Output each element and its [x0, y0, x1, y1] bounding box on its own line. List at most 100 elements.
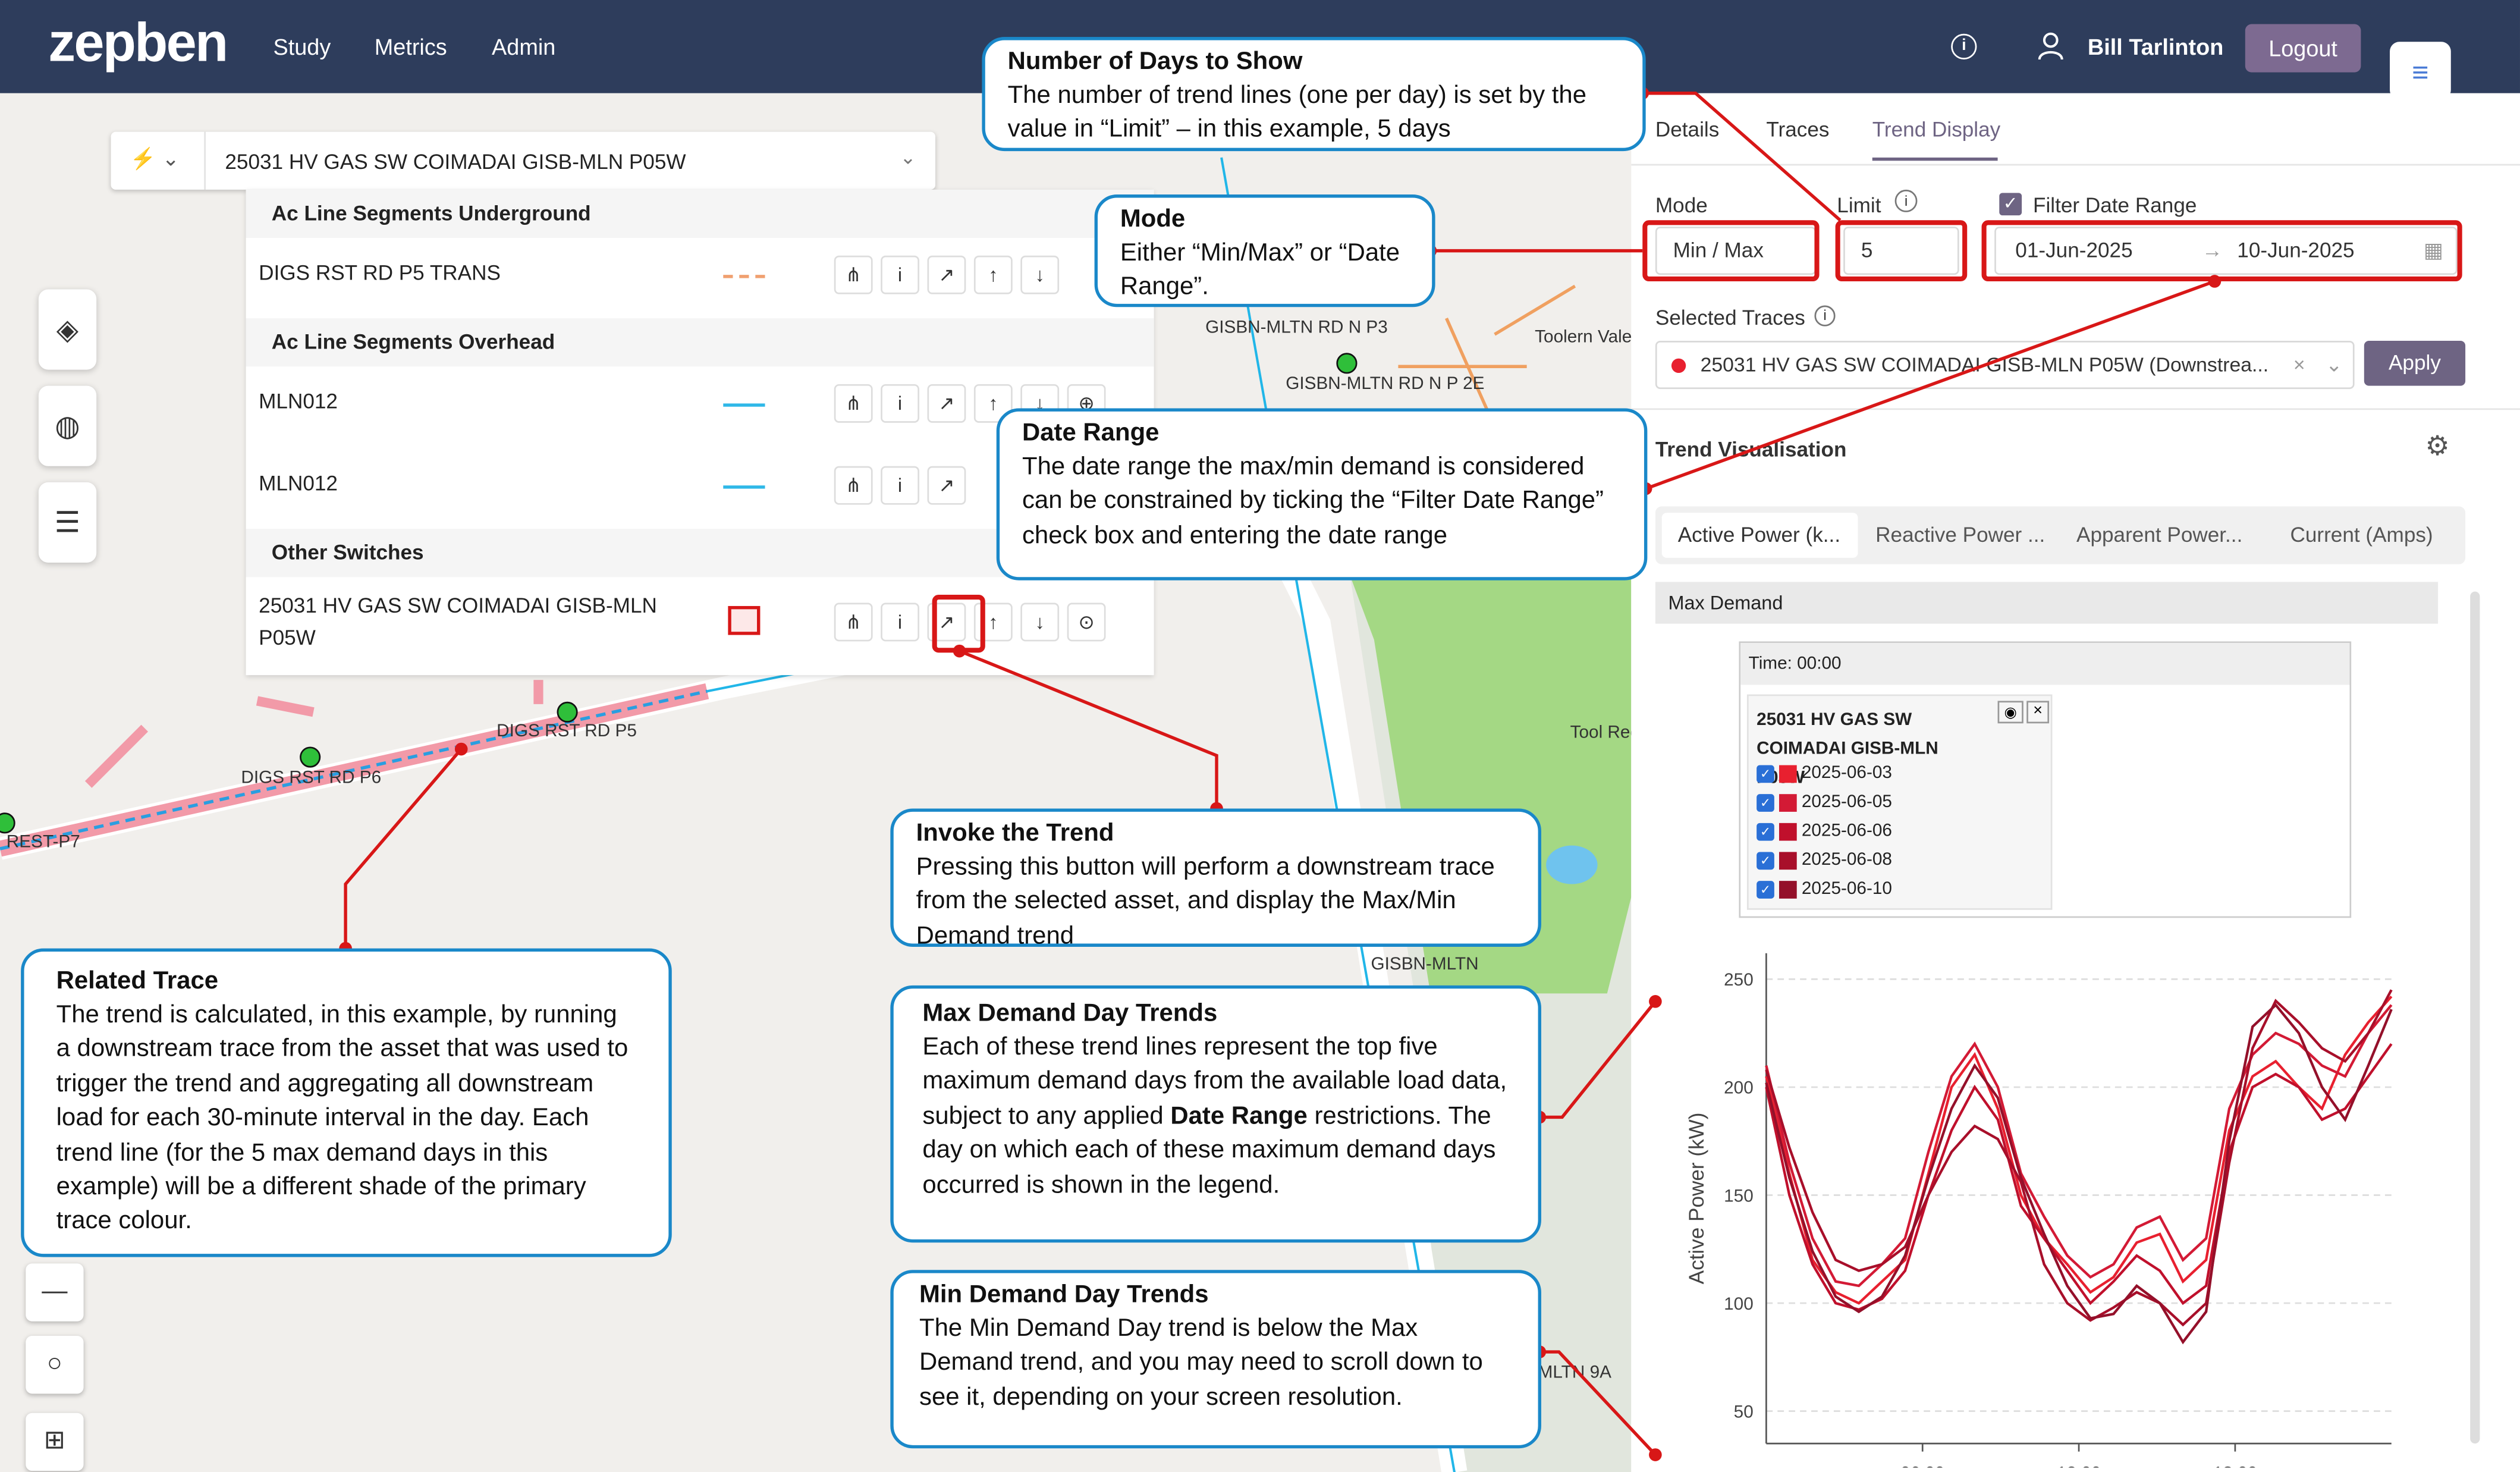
- info-icon[interactable]: i: [1894, 189, 1918, 212]
- user-name: Bill Tarlinton: [2087, 33, 2224, 60]
- legend-item[interactable]: ✓ 2025-06-06: [1757, 821, 1892, 841]
- arrow-up-icon[interactable]: ↑: [973, 255, 1013, 294]
- panel-toggle-icon[interactable]: ≡: [2390, 42, 2451, 100]
- hierarchy-icon[interactable]: ⋔: [834, 255, 873, 294]
- mode-select[interactable]: Min / Max: [1655, 227, 1817, 275]
- trend-icon[interactable]: ↗: [927, 466, 966, 505]
- checklist-icon[interactable]: ☰: [38, 482, 97, 563]
- date-from[interactable]: 01-Jun-2025: [2015, 238, 2133, 262]
- close-icon[interactable]: ×: [2026, 701, 2050, 724]
- active-tab-indicator: [1872, 157, 1998, 161]
- callout-title: Invoke the Trend: [916, 820, 1114, 848]
- legend-checkbox[interactable]: ✓: [1757, 880, 1774, 898]
- selected-traces-select[interactable]: 25031 HV GAS SW COIMADAI GISB-MLN P05W (…: [1655, 340, 2355, 390]
- callout-title: Min Demand Day Trends: [919, 1281, 1209, 1309]
- palette-icon[interactable]: ◍: [38, 385, 97, 466]
- info-icon[interactable]: i: [881, 466, 920, 505]
- subtab-apparent-power[interactable]: Apparent Power...: [2076, 522, 2243, 547]
- x-tick-label: 06:00: [1900, 1464, 1944, 1468]
- lightning-icon[interactable]: ⚡ ⌄: [130, 146, 180, 171]
- trend-icon[interactable]: ↗: [927, 255, 966, 294]
- legend-checkbox[interactable]: ✓: [1757, 822, 1774, 840]
- callout-body: The Min Demand Day trend is below the Ma…: [919, 1314, 1483, 1411]
- info-icon[interactable]: i: [881, 255, 920, 294]
- legend-label: 2025-06-03: [1801, 763, 1892, 783]
- hierarchy-icon[interactable]: ⋔: [834, 602, 873, 642]
- map-label: Toolern Vale Primary: [1535, 328, 1632, 347]
- y-tick-label: 150: [1724, 1186, 1754, 1206]
- callout-body: The date range the max/min demand is con…: [1022, 453, 1604, 550]
- subtab-active-power[interactable]: Active Power (k...: [1661, 513, 1858, 558]
- list-item-name[interactable]: DIGS RST RD P5 TRANS: [259, 260, 501, 285]
- line-style-swatch: [723, 403, 765, 407]
- info-icon[interactable]: i: [1951, 33, 1977, 60]
- trend-icon[interactable]: ↗: [927, 384, 966, 423]
- legend-checkbox[interactable]: ✓: [1757, 851, 1774, 869]
- apply-button[interactable]: Apply: [2364, 340, 2466, 386]
- y-tick-label: 50: [1734, 1402, 1754, 1421]
- list-item-name[interactable]: 25031 HV GAS SW COIMADAI GISB-MLN P05W: [259, 593, 657, 649]
- hierarchy-icon[interactable]: ⋔: [834, 466, 873, 505]
- legend-item[interactable]: ✓ 2025-06-05: [1757, 792, 1892, 812]
- tab-details[interactable]: Details: [1655, 117, 1720, 142]
- zoom-out-button[interactable]: —: [26, 1263, 84, 1322]
- hierarchy-icon[interactable]: ⋔: [834, 384, 873, 423]
- y-tick-label: 250: [1724, 970, 1754, 990]
- calendar-icon[interactable]: ▦: [2423, 238, 2444, 262]
- info-icon[interactable]: i: [881, 384, 920, 423]
- logout-button[interactable]: Logout: [2245, 24, 2361, 73]
- mode-label: Mode: [1655, 193, 1708, 217]
- layers-icon[interactable]: ◈: [38, 289, 97, 370]
- info-icon[interactable]: i: [1814, 305, 1836, 327]
- gift-icon[interactable]: ⊞: [26, 1413, 84, 1471]
- limit-input[interactable]: 5: [1843, 227, 1959, 275]
- callout-body: The number of trend lines (one per day) …: [1007, 81, 1587, 144]
- eye-icon[interactable]: ◉: [1997, 701, 2023, 724]
- app-logo[interactable]: zepben: [48, 12, 228, 74]
- arrow-down-icon[interactable]: ↓: [1020, 602, 1060, 642]
- recenter-button[interactable]: ○: [26, 1336, 84, 1394]
- line-style-swatch: [723, 485, 765, 489]
- tab-traces[interactable]: Traces: [1766, 117, 1830, 142]
- callout-body: Each of these trend lines represent the …: [922, 1030, 1509, 1202]
- legend-item[interactable]: ✓ 2025-06-10: [1757, 879, 1892, 899]
- legend-item[interactable]: ✓ 2025-06-03: [1757, 764, 1892, 783]
- nav-metrics[interactable]: Metrics: [374, 33, 447, 60]
- nav-admin[interactable]: Admin: [492, 33, 556, 60]
- info-icon[interactable]: i: [881, 602, 920, 642]
- trend-button-highlight: [932, 595, 985, 653]
- limit-label: Limit: [1837, 193, 1881, 217]
- list-item-name[interactable]: MLN012: [259, 389, 338, 413]
- legend-swatch: [1779, 793, 1797, 811]
- chevron-down-icon[interactable]: ⌄: [2325, 353, 2343, 376]
- subtab-reactive-power[interactable]: Reactive Power ...: [1875, 522, 2045, 547]
- legend-checkbox[interactable]: ✓: [1757, 793, 1774, 811]
- callout-body-bold: Date Range: [1170, 1102, 1308, 1130]
- locate-icon[interactable]: ⊙: [1067, 602, 1106, 642]
- trace-color-dot: [1671, 358, 1686, 374]
- chevron-down-icon[interactable]: ⌄: [900, 146, 916, 169]
- trend-title: Trend Visualisation: [1655, 437, 1847, 462]
- clear-icon[interactable]: ×: [2293, 353, 2305, 376]
- arrow-down-icon[interactable]: ↓: [1020, 255, 1060, 294]
- legend-checkbox[interactable]: ✓: [1757, 764, 1774, 782]
- switch-symbol-icon: [728, 605, 761, 635]
- scrollbar[interactable]: [2470, 591, 2480, 1444]
- arrow-up-icon[interactable]: ↑: [973, 384, 1013, 423]
- callout-mode: Mode Either “Min/Max” or “Date Range”.: [1094, 194, 1435, 307]
- date-range-picker[interactable]: 01-Jun-2025 → 10-Jun-2025 ▦: [1994, 227, 2458, 275]
- tab-trend-display[interactable]: Trend Display: [1872, 117, 2001, 142]
- nav-study[interactable]: Study: [273, 33, 331, 60]
- legend-label: 2025-06-05: [1801, 792, 1892, 812]
- list-item-name[interactable]: MLN012: [259, 470, 338, 495]
- asset-search-input[interactable]: 25031 HV GAS SW COIMADAI GISB-MLN P05W: [225, 149, 686, 174]
- filter-date-checkbox[interactable]: ✓: [1999, 193, 2022, 216]
- settings-gear-icon[interactable]: ⚙: [2425, 431, 2450, 462]
- date-to[interactable]: 10-Jun-2025: [2237, 238, 2355, 262]
- legend-item[interactable]: ✓ 2025-06-08: [1757, 850, 1892, 870]
- group-heading: Ac Line Segments Overhead: [246, 318, 1154, 367]
- asset-search-bar[interactable]: ⚡ ⌄ 25031 HV GAS SW COIMADAI GISB-MLN P0…: [111, 131, 936, 190]
- map-label: GISBN-MLTN RD N P 2E: [1286, 374, 1485, 394]
- callout-days-to-show: Number of Days to Show The number of tre…: [982, 37, 1646, 152]
- subtab-current[interactable]: Current (Amps): [2290, 522, 2433, 547]
